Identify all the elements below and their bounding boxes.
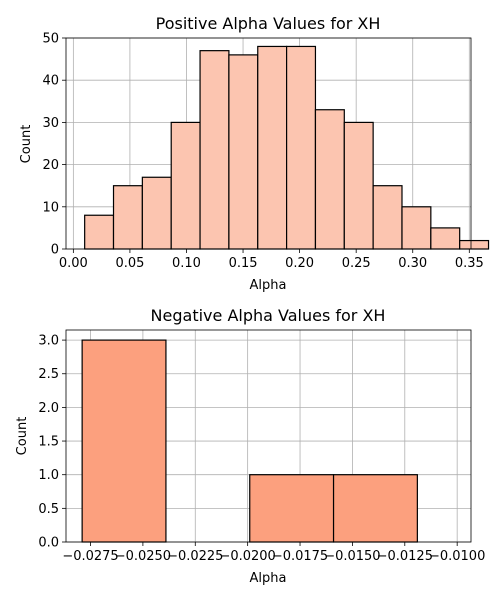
x-tick-label: −0.0100 [429,549,485,564]
x-tick-label: −0.0150 [324,549,380,564]
x-tick-label: −0.0275 [62,549,118,564]
histogram-bar [430,227,461,250]
histogram-bar [286,45,317,250]
histogram-bar [257,45,288,250]
x-tick-label: 0.00 [59,256,88,271]
x-tick-label: −0.0200 [219,549,275,564]
histogram-bar [228,54,259,250]
x-axis-label: Alpha [250,278,287,293]
histogram-bar [343,121,374,250]
x-tick-label: −0.0225 [167,549,223,564]
histogram-bar [112,185,143,250]
x-tick-label: 0.05 [115,256,144,271]
histogram-bar [170,121,201,250]
x-tick-label: −0.0175 [272,549,328,564]
y-axis-label: Count [19,125,34,164]
y-tick-label: 20 [42,158,59,173]
y-tick-label: 1.5 [38,435,59,450]
x-tick-label: 0.10 [172,256,201,271]
y-tick-label: 40 [42,74,59,89]
negative-alpha-histogram: Negative Alpha Values for XH Alpha Count… [15,306,485,586]
histogram-bar [372,185,403,250]
y-axis-label: Count [15,417,30,456]
x-tick-label: 0.25 [342,256,371,271]
histogram-bar [459,239,490,250]
x-tick-label: −0.0250 [115,549,171,564]
y-tick-label: 0.5 [38,502,59,517]
chart-title: Negative Alpha Values for XH [151,306,386,325]
histogram-bar [249,474,335,543]
y-tick-label: 1.0 [38,468,59,483]
x-tick-label: 0.35 [455,256,484,271]
histogram-bar [199,50,230,250]
x-tick-label: 0.30 [398,256,427,271]
axes-frame [65,37,472,250]
histogram-bar [81,339,167,543]
axes-frame [65,329,472,543]
y-tick-label: 0 [51,243,59,258]
histogram-bar [401,206,432,250]
histogram-bar [332,474,418,543]
chart-title: Positive Alpha Values for XH [156,14,381,33]
histogram-bar [141,176,172,250]
y-tick-label: 50 [42,32,59,47]
y-tick-label: 30 [42,116,59,131]
y-tick-label: 10 [42,200,59,215]
x-tick-label: 0.15 [229,256,258,271]
y-tick-label: 2.5 [38,367,59,382]
y-tick-label: 2.0 [38,401,59,416]
histogram-bar [314,109,345,250]
x-axis-label: Alpha [250,571,287,586]
x-tick-label: −0.0125 [377,549,433,564]
x-tick-label: 0.20 [285,256,314,271]
histogram-bar [84,214,115,250]
positive-alpha-histogram: Positive Alpha Values for XH Alpha Count… [19,14,490,293]
y-tick-label: 3.0 [38,334,59,349]
y-tick-label: 0.0 [38,536,59,551]
